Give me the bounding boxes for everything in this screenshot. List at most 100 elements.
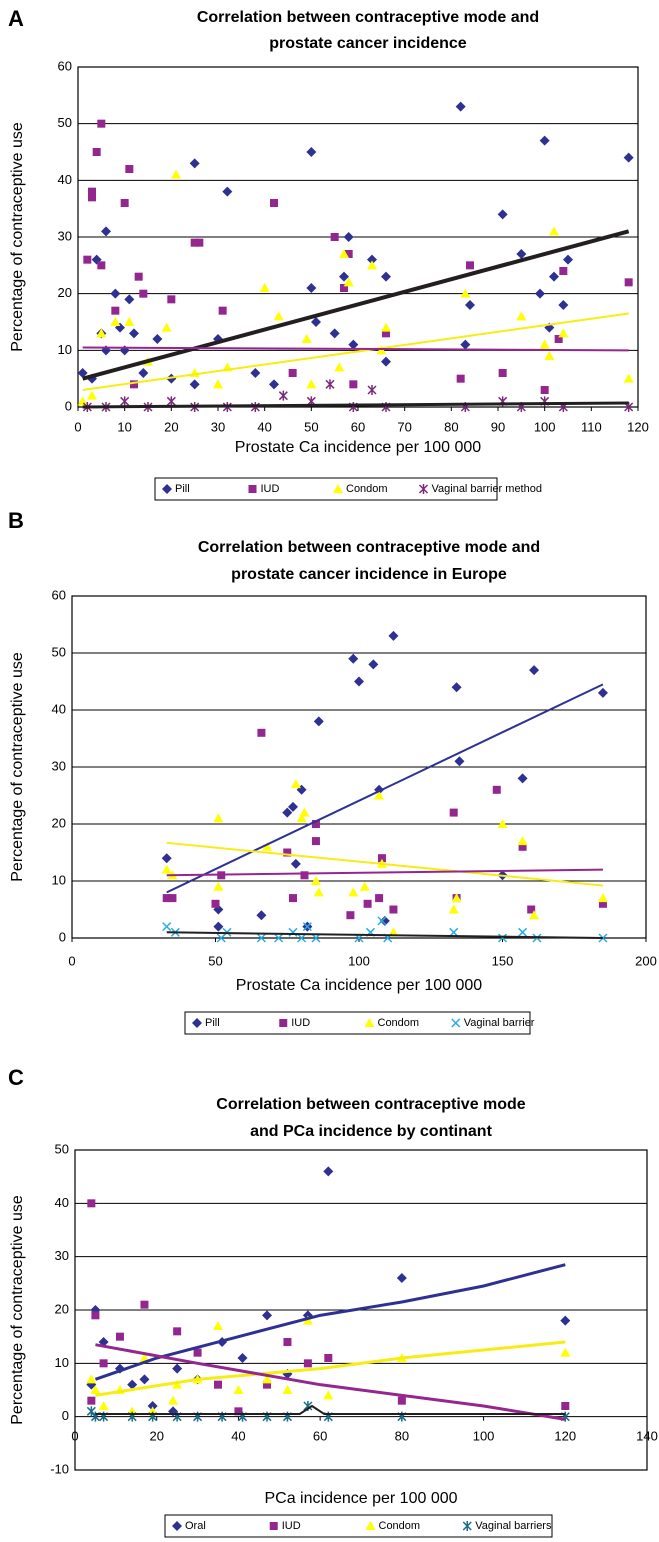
legend-label: Vaginal barriers	[475, 1520, 552, 1532]
data-point	[172, 1363, 183, 1374]
data-point	[377, 854, 386, 863]
data-point	[262, 1310, 273, 1321]
x-tick-label: 80	[444, 419, 458, 434]
trend-line	[82, 312, 629, 391]
data-point	[139, 1374, 150, 1385]
data-point	[299, 807, 310, 817]
y-tick-label: 10	[58, 342, 72, 357]
data-point	[302, 922, 312, 932]
data-point	[270, 199, 278, 207]
data-point	[339, 249, 349, 258]
data-point	[558, 300, 569, 310]
data-point	[451, 682, 462, 693]
legend-label: Oral	[185, 1520, 206, 1532]
legend-marker	[279, 1019, 288, 1027]
data-point	[517, 836, 528, 846]
data-point	[96, 328, 107, 338]
x-axis-label: PCa incidence per 100 000	[264, 1490, 457, 1507]
legend-label: Vaginal barrier method	[432, 483, 542, 495]
data-point	[346, 911, 355, 920]
data-point	[288, 369, 297, 377]
x-tick-label: 0	[71, 1428, 78, 1443]
x-axis-label: Prostate Ca incidence per 100 000	[235, 439, 481, 456]
y-tick-label: 30	[52, 758, 66, 773]
data-point	[269, 379, 279, 390]
data-point	[147, 1401, 158, 1411]
data-point	[256, 933, 266, 943]
legend-marker	[364, 1018, 375, 1027]
data-point	[597, 687, 608, 698]
data-point	[544, 351, 555, 360]
data-point	[101, 226, 111, 237]
panel-letter: B	[8, 508, 24, 533]
data-point	[549, 271, 559, 282]
y-tick-label: 10	[52, 872, 66, 887]
data-point	[283, 848, 292, 857]
chart-title: and PCa incidence by continant	[250, 1123, 492, 1140]
data-point	[138, 368, 149, 378]
data-point	[222, 186, 233, 197]
data-point	[348, 339, 359, 350]
data-point	[460, 339, 471, 350]
data-point	[497, 209, 508, 220]
x-tick-label: 80	[395, 1428, 409, 1443]
x-tick-label: 40	[257, 419, 271, 434]
data-point	[162, 922, 172, 932]
data-point	[465, 300, 475, 310]
y-tick-label: 0	[62, 1408, 69, 1423]
data-point	[368, 659, 379, 670]
legend-box	[164, 1514, 553, 1538]
chart-title: Correlation between contraceptive mode	[216, 1096, 526, 1113]
data-point	[88, 187, 96, 196]
legend-label: Condom	[379, 1520, 421, 1532]
trend-line	[95, 1340, 566, 1397]
y-tick-label: -10	[50, 1461, 69, 1476]
data-point	[130, 380, 138, 389]
data-point	[539, 135, 550, 146]
data-point	[161, 864, 172, 874]
x-tick-label: 0	[68, 953, 75, 968]
data-point	[171, 169, 181, 179]
data-point	[213, 379, 223, 389]
data-point	[218, 306, 227, 315]
data-point	[287, 801, 298, 812]
y-tick-label: 40	[55, 1195, 69, 1210]
data-point	[120, 199, 129, 207]
x-tick-label: 20	[164, 419, 178, 434]
data-point	[120, 396, 130, 407]
data-point	[274, 933, 284, 943]
data-point	[168, 1395, 179, 1405]
data-point	[213, 1321, 223, 1330]
data-point	[290, 779, 301, 789]
y-tick-label: 20	[52, 815, 66, 830]
data-point	[129, 328, 139, 339]
data-point	[540, 386, 549, 394]
y-tick-label: 40	[58, 172, 72, 187]
data-point	[367, 254, 377, 265]
trend-line	[82, 346, 629, 352]
y-tick-label: 50	[55, 1141, 69, 1156]
y-tick-label: 60	[58, 58, 72, 73]
data-point	[134, 272, 143, 281]
trend-line	[94, 1263, 566, 1381]
data-point	[162, 894, 171, 903]
data-point	[237, 1353, 248, 1363]
data-point	[597, 893, 608, 903]
data-point	[166, 373, 177, 384]
y-tick-label: 60	[52, 587, 66, 602]
data-point	[563, 254, 573, 265]
y-axis-label: Percentage of contraceptive use	[9, 1195, 26, 1425]
data-point	[273, 311, 284, 321]
data-point	[139, 1353, 150, 1362]
data-point	[456, 374, 465, 383]
legend-marker	[333, 484, 343, 493]
data-point	[234, 1407, 243, 1416]
data-point	[98, 1401, 109, 1410]
data-point	[561, 1402, 570, 1410]
x-axis-label: Prostate Ca incidence per 100 000	[236, 977, 482, 994]
y-tick-label: 10	[55, 1355, 69, 1370]
data-point	[449, 927, 459, 937]
x-tick-label: 120	[554, 1428, 576, 1443]
legend-marker	[418, 484, 429, 494]
data-point	[367, 385, 377, 395]
